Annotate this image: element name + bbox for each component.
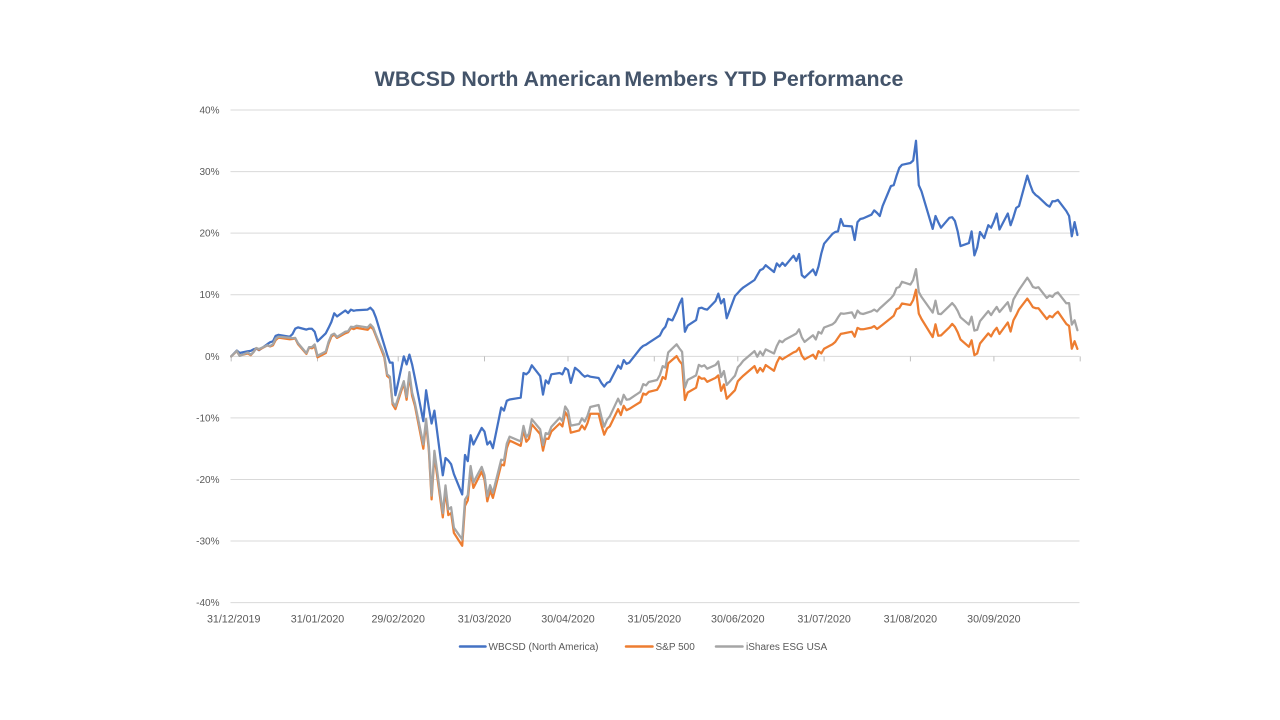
svg-text:40%: 40% <box>199 106 219 117</box>
svg-text:30%: 30% <box>199 167 219 178</box>
svg-text:WBCSD (North America): WBCSD (North America) <box>489 642 599 653</box>
svg-text:31/08/2020: 31/08/2020 <box>884 614 938 626</box>
svg-text:-30%: -30% <box>196 537 219 548</box>
svg-text:-40%: -40% <box>196 598 219 609</box>
svg-text:-10%: -10% <box>196 413 219 424</box>
svg-text:31/07/2020: 31/07/2020 <box>797 614 851 626</box>
svg-text:31/01/2020: 31/01/2020 <box>291 614 345 626</box>
svg-text:30/06/2020: 30/06/2020 <box>711 614 765 626</box>
svg-text:31/05/2020: 31/05/2020 <box>628 614 682 626</box>
svg-text:30/09/2020: 30/09/2020 <box>967 614 1021 626</box>
svg-text:iShares ESG USA: iShares ESG USA <box>746 642 827 653</box>
svg-text:31/03/2020: 31/03/2020 <box>458 614 512 626</box>
svg-text:20%: 20% <box>199 229 219 240</box>
svg-text:30/04/2020: 30/04/2020 <box>541 614 595 626</box>
svg-text:29/02/2020: 29/02/2020 <box>371 614 425 626</box>
svg-text:WBCSD North American Members Y: WBCSD North American Members YTD Perform… <box>375 67 904 91</box>
svg-text:10%: 10% <box>199 290 219 301</box>
svg-text:0%: 0% <box>205 352 220 363</box>
svg-text:31/12/2019: 31/12/2019 <box>207 614 261 626</box>
svg-text:S&P 500: S&P 500 <box>656 642 696 653</box>
svg-text:-20%: -20% <box>196 475 219 486</box>
